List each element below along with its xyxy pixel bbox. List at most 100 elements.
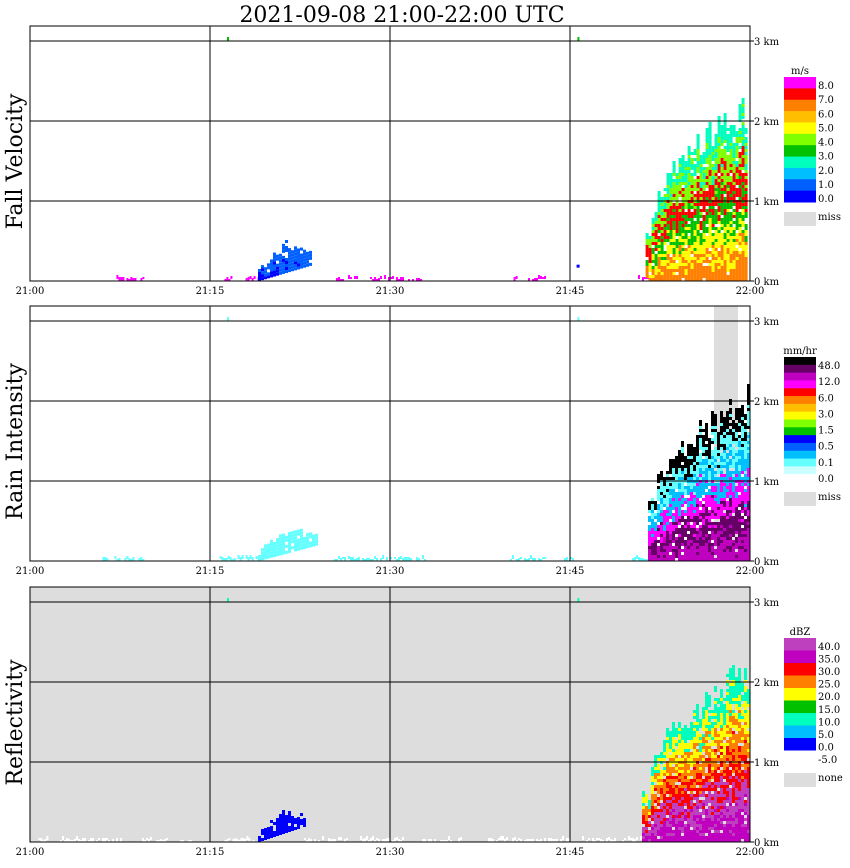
echo-pixel [747,414,750,417]
echo-pixel [738,453,741,456]
echo-pixel [705,779,708,782]
echo-pixel [300,259,303,263]
echo-pixel [720,155,724,158]
echo-pixel [672,546,675,549]
echo-pixel [648,815,651,818]
echo-pixel [660,755,663,758]
echo-pixel [660,773,663,776]
echo-pixel [702,519,705,522]
echo-pixel [744,773,747,776]
echo-pixel [672,197,676,200]
echo-pixel [270,826,273,829]
echo-pixel [729,245,733,248]
echo-pixel [726,767,729,770]
low-echo-pixel [528,278,530,281]
echo-pixel [282,243,285,247]
echo-pixel [675,465,678,468]
echo-pixel [732,516,735,519]
echo-pixel [747,555,750,558]
low-echo-pixel [44,839,47,842]
echo-pixel [273,258,276,262]
echo-pixel [726,827,729,830]
echo-pixel [699,233,703,236]
echo-pixel [651,278,655,281]
echo-pixel [702,197,706,200]
echo-pixel [696,248,700,251]
echo-pixel [705,501,708,504]
echo-pixel [717,806,720,809]
low-echo-pixel [392,840,394,842]
echo-pixel [687,209,691,212]
echo-pixel [660,254,664,257]
echo-pixel [699,839,702,842]
echo-pixel [678,543,681,546]
echo-pixel [717,510,720,513]
echo-pixel [672,492,675,495]
echo-pixel [732,794,735,797]
echo-pixel [726,215,730,218]
echo-pixel [732,767,735,770]
echo-pixel [672,734,675,737]
low-echo-pixel [128,558,131,561]
echo-pixel [699,779,702,782]
echo-pixel [741,695,744,698]
echo-pixel [693,713,696,716]
echo-pixel [660,230,664,233]
echo-pixel [714,770,717,773]
echo-pixel [723,254,727,257]
echo-pixel [747,695,750,698]
echo-pixel [687,800,690,803]
echo-pixel [669,218,673,221]
echo-pixel [660,212,664,215]
echo-pixel [267,830,270,833]
echo-pixel [696,737,699,740]
echo-pixel [714,525,717,528]
echo-pixel [720,695,723,698]
echo-pixel [729,818,732,821]
echo-pixel [702,483,705,486]
echo-pixel [657,531,660,534]
echo-pixel [744,158,748,161]
echo-pixel [696,438,699,441]
echo-pixel [732,668,735,671]
echo-pixel [690,785,693,788]
echo-pixel [738,552,741,555]
echo-pixel [642,812,645,815]
echo-pixel [666,203,670,206]
echo-pixel [702,429,705,432]
echo-pixel [699,257,703,260]
low-echo-pixel [106,838,108,840]
echo-pixel [666,731,669,734]
echo-pixel [714,749,717,752]
echo-pixel [654,266,658,269]
echo-pixel [684,737,687,740]
echo-pixel [696,531,699,534]
echo-pixel [291,265,294,269]
echo-pixel [708,227,712,230]
echo-pixel [705,746,708,749]
echo-pixel [744,155,748,158]
echo-pixel [714,516,717,519]
echo-pixel [669,782,672,785]
echo-pixel [741,125,745,128]
echo-pixel [303,546,306,549]
low-echo-pixel [376,279,378,281]
echo-pixel [687,272,691,275]
echo-pixel [735,836,738,839]
echo-pixel [735,414,738,417]
echo-pixel [657,227,661,230]
echo-pixel [732,450,735,453]
echo-pixel [681,263,685,266]
low-echo-pixel [234,838,237,842]
echo-pixel [693,462,696,465]
echo-pixel [288,269,291,273]
echo-pixel [711,170,715,173]
echo-pixel [717,504,720,507]
low-echo-pixel [566,838,568,842]
echo-pixel [714,435,717,438]
echo-pixel [714,800,717,803]
echo-pixel [687,146,691,149]
echo-pixel [282,819,285,822]
echo-pixel [723,191,727,194]
echo-pixel [702,462,705,465]
